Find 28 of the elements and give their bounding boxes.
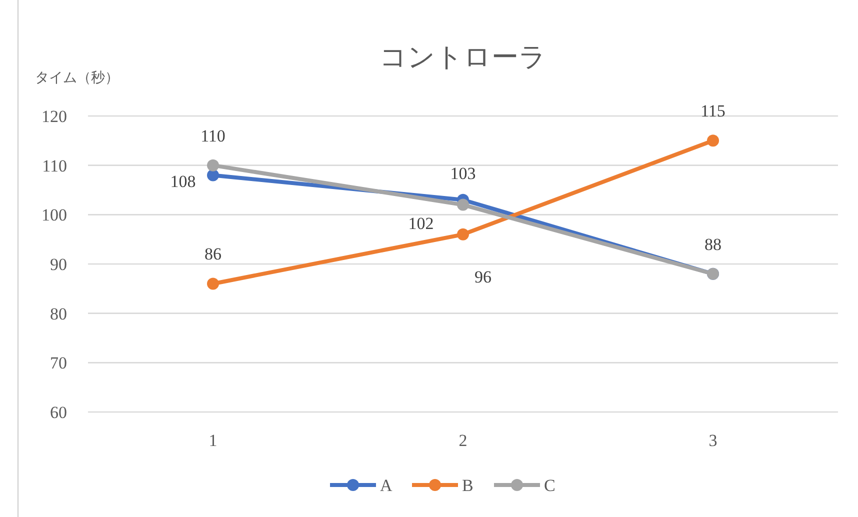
data-label: 88 <box>704 234 722 254</box>
chart-title: コントローラ <box>380 42 546 72</box>
x-tick-label: 2 <box>458 431 468 450</box>
point <box>207 278 219 290</box>
data-label: 96 <box>474 267 492 286</box>
data-label: 102 <box>408 214 434 233</box>
data-label: 115 <box>700 102 726 121</box>
legend-label: A <box>380 476 393 495</box>
legend-label: B <box>462 476 474 495</box>
y-tick-label: 70 <box>50 354 67 373</box>
y-tick-label: 60 <box>50 403 67 422</box>
y-tick-label: 110 <box>42 156 67 176</box>
y-tick-label: 90 <box>50 255 67 274</box>
data-label: 103 <box>450 164 476 183</box>
data-label: 86 <box>204 244 222 264</box>
legend-label: C <box>544 476 556 495</box>
y-axis-title: タイム（秒） <box>35 70 119 86</box>
data-label: 110 <box>200 126 226 146</box>
x-tick-label: 3 <box>708 431 718 450</box>
point <box>457 198 469 211</box>
data-label: 108 <box>170 172 196 192</box>
point <box>707 134 719 147</box>
point <box>207 159 219 172</box>
y-tick-label: 120 <box>42 107 67 126</box>
x-tick-label: 1 <box>208 431 218 450</box>
point <box>457 228 469 240</box>
y-tick-label: 80 <box>50 304 67 324</box>
y-tick-label: 100 <box>42 206 67 225</box>
